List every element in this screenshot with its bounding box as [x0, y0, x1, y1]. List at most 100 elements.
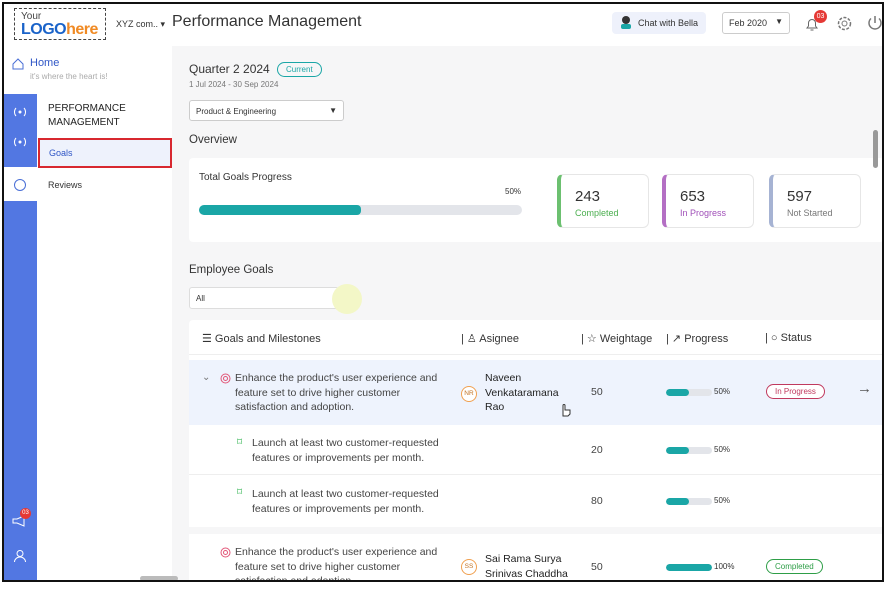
nav-item[interactable]: Goals	[38, 138, 172, 168]
goal-icon	[220, 547, 231, 558]
milestone-text: Launch at least two customer-requested f…	[252, 436, 452, 465]
column-header[interactable]: | ♙ Asignee	[461, 332, 519, 345]
department-select[interactable]: Product & Engineering▼	[189, 100, 344, 121]
scrollbar	[873, 130, 878, 168]
weightage: 80	[591, 494, 603, 509]
user-icon[interactable]	[13, 549, 27, 563]
column-header[interactable]: | ↗ Progress	[666, 332, 728, 345]
progress-track	[666, 498, 712, 505]
column-label: Progress	[684, 333, 728, 345]
goal-text: Enhance the product's user experience an…	[235, 545, 445, 582]
column-header[interactable]: ☰ Goals and Milestones	[202, 332, 321, 345]
icon-rail: 03	[4, 94, 37, 582]
stat-card: 243 Completed	[557, 174, 649, 228]
goal-row[interactable]: Enhance the product's user experience an…	[189, 534, 884, 582]
department: Product & Engineering	[196, 107, 276, 116]
progress-fill	[666, 564, 712, 571]
avatar: NR	[461, 386, 477, 402]
tagline: it's where the heart is!	[30, 72, 108, 81]
scrollbar	[140, 576, 178, 581]
header: Your LOGOhere XYZ com.. ▾ Performance Ma…	[4, 4, 884, 46]
company-select[interactable]: XYZ com.. ▾	[116, 19, 165, 30]
page-title: Performance Management	[172, 13, 361, 31]
home-icon	[12, 58, 24, 70]
stat-value: 243	[575, 188, 600, 205]
progress-track	[666, 447, 712, 454]
stat-label: Not Started	[787, 208, 833, 218]
notification-badge: 03	[814, 10, 827, 23]
chat-button[interactable]: Chat with Bella	[612, 12, 706, 34]
progress-label: 50%	[714, 496, 730, 505]
power-icon[interactable]	[866, 14, 884, 32]
progress-label: 100%	[714, 562, 734, 571]
goal-row[interactable]: ⌄ Enhance the product's user experience …	[189, 360, 884, 425]
weightage: 50	[591, 560, 603, 575]
home-link[interactable]: Home	[30, 57, 59, 69]
goal-icon	[220, 373, 231, 384]
avatar-icon	[619, 15, 633, 29]
avatar: SS	[461, 559, 477, 575]
stat-label: Completed	[575, 208, 619, 218]
progress-track	[199, 205, 522, 215]
assignee: Naveen Venkataramana Rao	[485, 371, 569, 415]
progress-fill	[666, 447, 689, 454]
overview-card: Total Goals Progress 50% 243 Completed 65…	[189, 158, 884, 242]
rail-badge: 03	[20, 508, 31, 519]
nav-item[interactable]: Reviews	[48, 180, 82, 190]
quarter-title: Quarter 2 2024	[189, 62, 270, 76]
period: Feb 2020	[729, 18, 767, 28]
column-header[interactable]: | ☆ Weightage	[581, 332, 652, 345]
column-label: Status	[781, 332, 812, 344]
weightage: 50	[591, 385, 603, 400]
progress-label: 50%	[714, 387, 730, 396]
column-label: Weightage	[600, 333, 652, 345]
chat-label: Chat with Bella	[638, 18, 698, 28]
settings-icon[interactable]	[836, 15, 853, 32]
progress-track	[666, 389, 712, 396]
stat-value: 597	[787, 188, 812, 205]
weightage: 20	[591, 443, 603, 458]
progress-fill	[666, 498, 689, 505]
stat-value: 653	[680, 188, 705, 205]
goals-table: ☰ Goals and Milestones | ♙ Asignee | ☆ W…	[189, 320, 884, 582]
goals-heading: Employee Goals	[189, 264, 273, 276]
overview-heading: Overview	[189, 134, 237, 146]
progress-fill	[199, 205, 361, 215]
open-arrow[interactable]: →	[857, 380, 872, 397]
rail-icon[interactable]	[12, 136, 28, 148]
mouse-cursor	[560, 402, 572, 418]
progress-track	[666, 564, 712, 571]
progress-fill	[666, 389, 689, 396]
milestone-row[interactable]: ⌑ Launch at least two customer-requested…	[189, 475, 884, 527]
column-label: Asignee	[479, 333, 519, 345]
logo-word: here	[66, 21, 98, 38]
milestone-text: Launch at least two customer-requested f…	[252, 487, 452, 516]
column-header[interactable]: | ○ Status	[765, 332, 812, 344]
logo[interactable]: Your LOGOhere	[14, 8, 106, 40]
progress-label: 50%	[714, 445, 730, 454]
status-badge: Completed	[766, 559, 823, 574]
status-badge: In Progress	[766, 384, 825, 399]
filter-input[interactable]: All	[189, 287, 339, 309]
current-badge: Current	[277, 62, 322, 77]
stat-label: In Progress	[680, 208, 726, 218]
progress-title: Total Goals Progress	[199, 172, 292, 183]
app: Your LOGOhere XYZ com.. ▾ Performance Ma…	[2, 2, 884, 582]
company: XYZ com..	[116, 19, 158, 29]
column-label: Goals and Milestones	[215, 333, 321, 345]
milestone-row[interactable]: ⌑ Launch at least two customer-requested…	[189, 425, 884, 475]
progress-label: 50%	[505, 187, 521, 196]
period-select[interactable]: Feb 2020▼	[722, 12, 790, 34]
rail-icon[interactable]	[12, 106, 28, 118]
quarter-dates: 1 Jul 2024 - 30 Sep 2024	[189, 80, 278, 89]
logo-word: LOGO	[21, 21, 66, 38]
sidebar: Home it's where the heart is! 03 PERFORM…	[4, 46, 172, 582]
rail-selected[interactable]	[4, 167, 37, 201]
stat-card: 597 Not Started	[769, 174, 861, 228]
cursor-highlight	[332, 284, 362, 314]
goal-text: Enhance the product's user experience an…	[235, 371, 445, 415]
assignee: Sai Rama Surya Srinivas Chaddha	[485, 552, 575, 581]
table-header: ☰ Goals and Milestones | ♙ Asignee | ☆ W…	[189, 320, 884, 355]
section-title: PERFORMANCE MANAGEMENT	[48, 102, 148, 130]
stat-card: 653 In Progress	[662, 174, 754, 228]
